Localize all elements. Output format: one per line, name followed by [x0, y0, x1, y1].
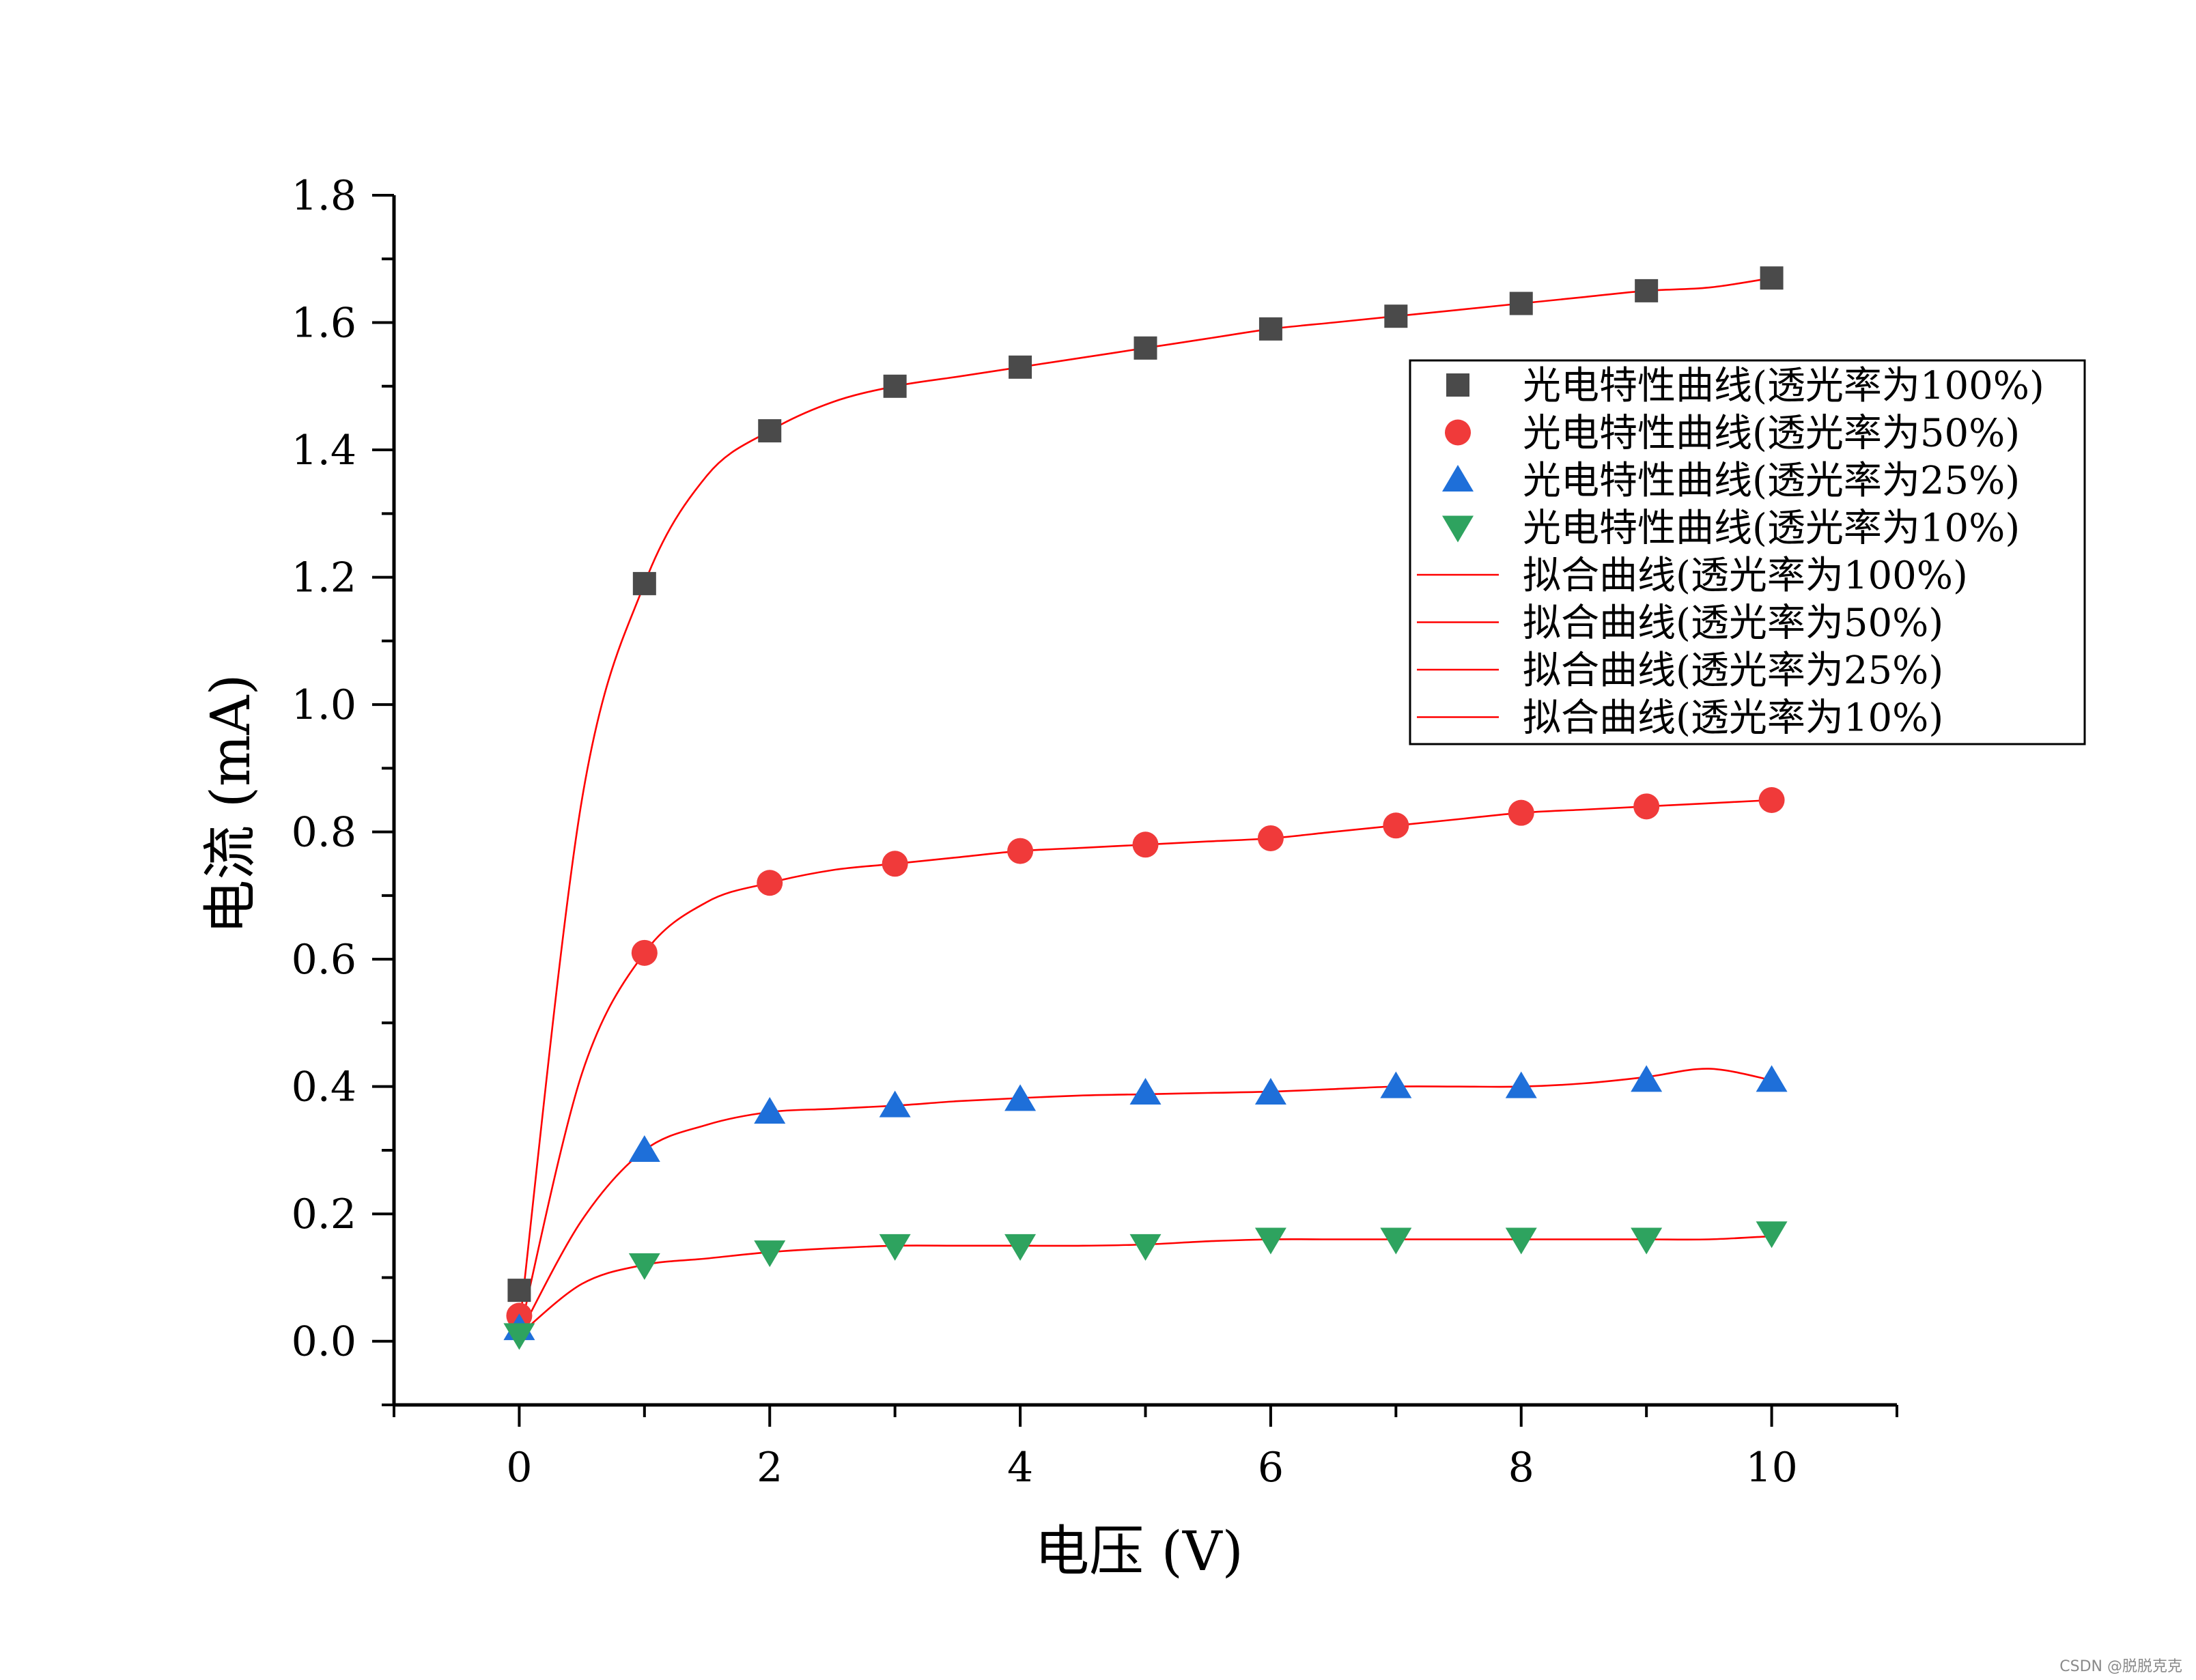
y-tick-label: 0.2: [292, 1191, 356, 1238]
data-point-s3-7: [1380, 1071, 1412, 1098]
data-point-s3-1: [628, 1135, 660, 1162]
legend-label: 光电特性曲线(透光率为25%): [1523, 459, 2020, 503]
x-tick-label: 2: [757, 1444, 783, 1492]
data-point-s3-10: [1756, 1065, 1788, 1092]
data-point-s1-9: [1635, 279, 1659, 302]
y-tick-label: 0.0: [292, 1318, 356, 1366]
data-point-s4-0: [503, 1323, 535, 1350]
data-point-s3-6: [1254, 1078, 1286, 1105]
data-point-s1-5: [1134, 336, 1157, 360]
data-point-s2-10: [1758, 787, 1785, 813]
legend-label: 拟合曲线(透光率为25%): [1523, 649, 1943, 693]
y-tick-label: 1.4: [292, 427, 356, 474]
data-point-s2-2: [757, 870, 783, 896]
legend-label: 拟合曲线(透光率为50%): [1523, 601, 1943, 646]
data-point-s1-2: [758, 419, 782, 443]
data-point-s4-1: [628, 1253, 660, 1280]
data-point-s1-3: [883, 374, 907, 398]
data-point-s3-4: [1004, 1084, 1037, 1111]
y-axis-title: 电流 (mA): [199, 674, 262, 934]
data-point-s1-4: [1009, 355, 1032, 379]
data-markers: [503, 266, 1788, 1350]
data-point-s4-5: [1129, 1234, 1162, 1261]
y-tick-label: 1.6: [292, 300, 356, 347]
legend-marker-2: [1445, 419, 1471, 446]
data-point-s3-9: [1631, 1065, 1663, 1092]
legend-label: 光电特性曲线(透光率为10%): [1523, 507, 2020, 551]
legend-box: [1409, 359, 2086, 745]
data-point-s1-10: [1760, 266, 1784, 290]
legend-marker-4: [1442, 515, 1474, 543]
data-point-s1-6: [1258, 317, 1282, 341]
data-point-s2-1: [631, 939, 658, 966]
data-point-s1-0: [507, 1279, 531, 1302]
x-tick-label: 0: [506, 1444, 532, 1492]
data-point-s1-8: [1509, 291, 1533, 315]
watermark: CSDN @脱脱克克: [2059, 1658, 2182, 1675]
x-tick-label: 10: [1745, 1444, 1797, 1492]
data-point-s3-2: [754, 1096, 786, 1124]
y-tick-label: 1.2: [292, 554, 356, 602]
data-point-s3-8: [1505, 1071, 1537, 1098]
data-point-s4-4: [1004, 1234, 1037, 1261]
legend: 光电特性曲线(透光率为100%)光电特性曲线(透光率为50%)光电特性曲线(透光…: [1409, 359, 2086, 745]
data-point-s1-1: [632, 571, 656, 595]
y-tick-label: 0.4: [292, 1064, 356, 1111]
legend-label: 拟合曲线(透光率为10%): [1523, 696, 1943, 741]
data-point-s2-8: [1508, 799, 1534, 826]
data-point-s4-9: [1631, 1227, 1663, 1255]
axes: 0 2 4 6 8 10 0.0 0.2 0.4 0.6 0.8 1.0 1.2 1.4 1.6 1.8: [292, 172, 1898, 1492]
y-tick-label: 1.8: [292, 172, 356, 220]
fit-curve-2: [518, 799, 1772, 1335]
y-tick-label: 0.8: [292, 809, 356, 857]
fit-curve-3: [518, 1068, 1772, 1336]
x-tick-label: 8: [1508, 1444, 1534, 1492]
data-point-s2-6: [1257, 825, 1284, 851]
data-point-s2-4: [1007, 838, 1034, 864]
data-point-s4-7: [1380, 1227, 1412, 1255]
legend-marker-1: [1446, 373, 1469, 397]
data-point-s2-5: [1132, 831, 1159, 858]
legend-label: 光电特性曲线(透光率为50%): [1523, 412, 2020, 456]
data-point-s2-9: [1633, 793, 1660, 820]
data-point-s2-3: [882, 851, 908, 877]
data-point-s2-7: [1383, 812, 1409, 839]
data-point-s4-8: [1505, 1227, 1537, 1255]
x-tick-label: 6: [1258, 1444, 1284, 1492]
x-axis-title: 电压 (V): [1034, 1520, 1243, 1583]
legend-label: 拟合曲线(透光率为100%): [1523, 554, 1968, 598]
y-tick-label: 0.6: [292, 936, 356, 984]
legend-label: 光电特性曲线(透光率为100%): [1523, 364, 2044, 408]
data-point-s4-2: [754, 1240, 786, 1268]
x-tick-label: 4: [1007, 1444, 1033, 1492]
y-tick-label: 1.0: [292, 681, 356, 729]
data-point-s3-5: [1129, 1078, 1162, 1105]
data-point-s4-3: [879, 1234, 911, 1261]
legend-marker-3: [1442, 465, 1474, 492]
data-point-s4-6: [1254, 1227, 1286, 1255]
data-point-s1-7: [1384, 304, 1408, 328]
data-point-s4-10: [1756, 1221, 1788, 1249]
data-point-s3-3: [879, 1090, 911, 1117]
